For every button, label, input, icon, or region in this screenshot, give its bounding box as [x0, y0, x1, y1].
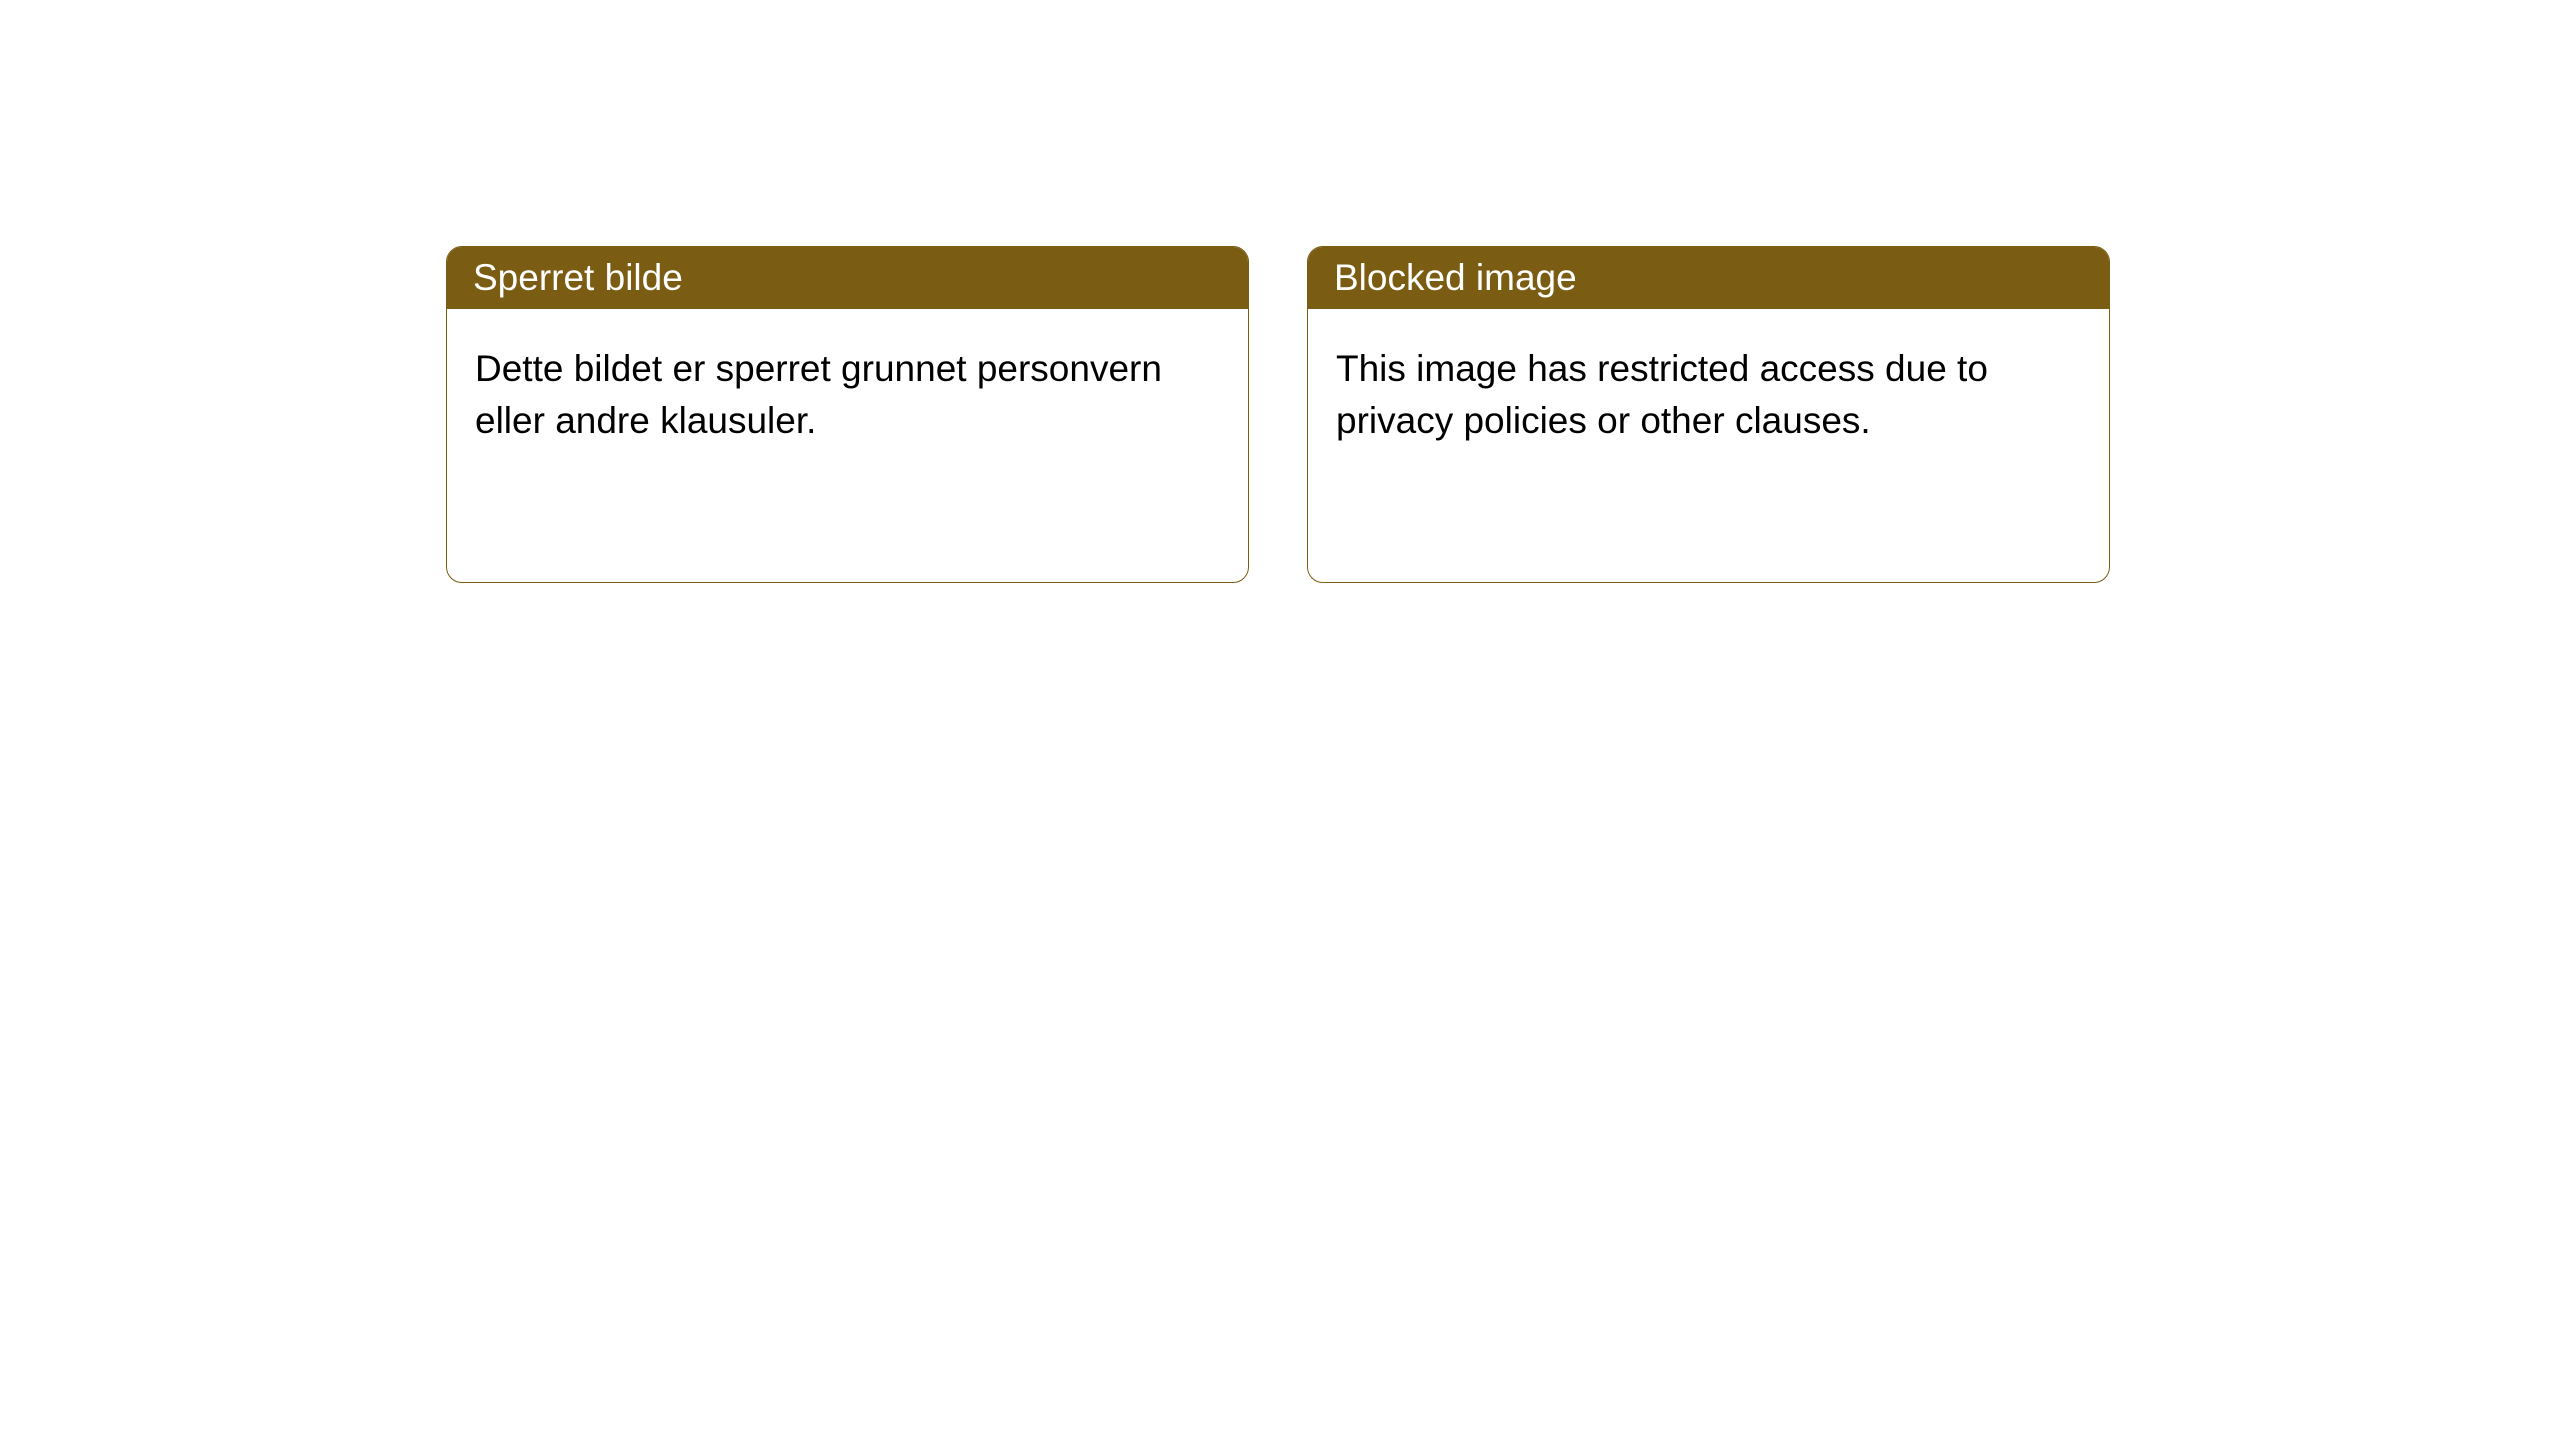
card-body-text: Dette bildet er sperret grunnet personve…: [475, 348, 1162, 441]
notice-cards-container: Sperret bilde Dette bildet er sperret gr…: [0, 0, 2560, 583]
card-header-text: Blocked image: [1334, 257, 1577, 298]
notice-card-english: Blocked image This image has restricted …: [1307, 246, 2110, 583]
card-header-text: Sperret bilde: [473, 257, 683, 298]
card-header: Blocked image: [1308, 247, 2109, 309]
notice-card-norwegian: Sperret bilde Dette bildet er sperret gr…: [446, 246, 1249, 583]
card-body: Dette bildet er sperret grunnet personve…: [447, 309, 1248, 481]
card-body-text: This image has restricted access due to …: [1336, 348, 1988, 441]
card-body: This image has restricted access due to …: [1308, 309, 2109, 481]
card-header: Sperret bilde: [447, 247, 1248, 309]
